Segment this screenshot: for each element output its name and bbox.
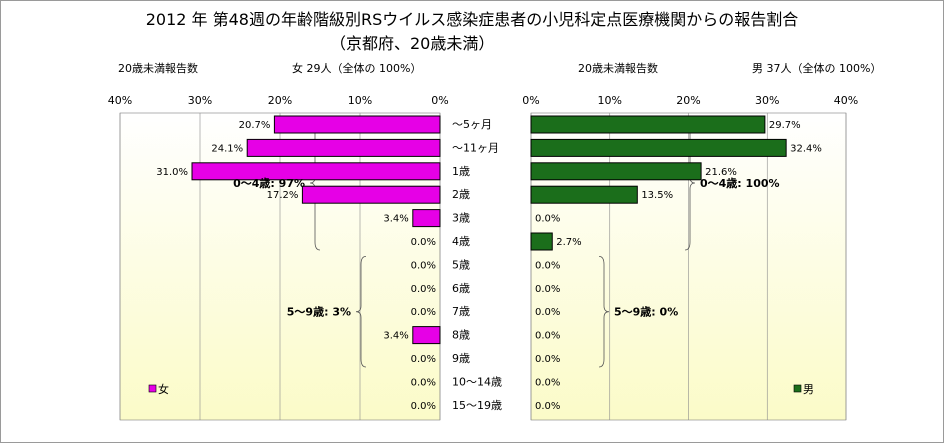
value-label-male: 0.0% — [535, 401, 560, 412]
annotation-male: 5～9歳: 0% — [614, 305, 678, 319]
bar-female — [301, 185, 441, 204]
category-label: 5歳 — [452, 258, 470, 271]
left-count-label: 20歳未満報告数 — [118, 62, 198, 75]
bar-male — [530, 115, 766, 134]
x-tick-label: 0% — [522, 94, 539, 107]
category-label: 4歳 — [452, 235, 470, 248]
left-count-summary: 女 29人（全体の 100%） — [292, 62, 422, 75]
value-label-female: 3.4% — [383, 331, 408, 342]
category-label: 8歳 — [452, 329, 470, 342]
value-label-male: 0.0% — [535, 377, 560, 388]
value-label-female: 0.0% — [411, 354, 436, 365]
bar-male — [530, 232, 553, 251]
value-label-female: 24.1% — [211, 143, 243, 154]
value-label-male: 0.0% — [535, 284, 560, 295]
value-label-female: 31.0% — [156, 167, 188, 178]
value-label-male: 2.7% — [556, 237, 581, 248]
category-label: 7歳 — [452, 305, 470, 318]
x-tick-label: 10% — [598, 94, 622, 107]
category-label: ～5ヶ月 — [452, 118, 492, 131]
bar-male — [530, 138, 787, 157]
bar-female — [191, 162, 441, 181]
value-label-male: 0.0% — [535, 260, 560, 271]
x-tick-label: 10% — [348, 94, 372, 107]
value-label-female: 0.0% — [411, 284, 436, 295]
right-count-summary: 男 37人（全体の 100%） — [752, 62, 882, 75]
x-tick-label: 0% — [431, 94, 448, 107]
legend-label-male: 男 — [803, 383, 814, 396]
x-tick-label: 20% — [268, 94, 292, 107]
x-tick-label: 40% — [108, 94, 132, 107]
annotation-male: 0～4歳: 100% — [700, 176, 780, 190]
value-label-female: 0.0% — [411, 307, 436, 318]
value-label-male: 13.5% — [641, 190, 673, 201]
category-label: 10～14歳 — [452, 375, 502, 388]
brace-female — [355, 256, 367, 368]
annotation-female: 0～4歳: 97% — [233, 176, 305, 190]
category-label: 1歳 — [452, 165, 470, 178]
brace-male — [598, 256, 610, 368]
bar-female — [273, 115, 441, 134]
bar-male — [530, 185, 638, 204]
x-tick-label: 20% — [676, 94, 700, 107]
x-tick-label: 40% — [834, 94, 858, 107]
category-label: 3歳 — [452, 212, 470, 225]
value-label-male: 29.7% — [769, 120, 801, 131]
value-label-female: 0.0% — [411, 237, 436, 248]
bar-male — [530, 162, 702, 181]
value-label-female: 3.4% — [383, 214, 408, 225]
category-label: 6歳 — [452, 282, 470, 295]
legend-label-female: 女 — [158, 382, 169, 396]
bar-female — [246, 138, 441, 157]
value-label-male: 0.0% — [535, 331, 560, 342]
category-label: ～11ヶ月 — [452, 141, 499, 154]
legend-swatch-male — [793, 384, 802, 393]
x-tick-label: 30% — [188, 94, 212, 107]
chart-subtitle: （京都府、20歳未満） — [330, 34, 495, 53]
value-label-female: 0.0% — [411, 260, 436, 271]
x-tick-label: 30% — [755, 94, 779, 107]
legend-swatch-female — [148, 384, 157, 393]
value-label-male: 32.4% — [790, 143, 822, 154]
annotation-female: 5～9歳: 3% — [287, 305, 351, 319]
value-label-female: 0.0% — [411, 377, 436, 388]
value-label-male: 0.0% — [535, 354, 560, 365]
value-label-female: 17.2% — [267, 190, 299, 201]
category-label: 15～19歳 — [452, 399, 502, 412]
value-label-male: 0.0% — [535, 214, 560, 225]
category-label: 9歳 — [452, 352, 470, 365]
category-label: 2歳 — [452, 188, 470, 201]
chart-title: 2012 年 第48週の年齢階級別RSウイルス感染症患者の小児科定点医療機関から… — [145, 10, 799, 29]
value-label-female: 20.7% — [239, 120, 271, 131]
right-count-label: 20歳未満報告数 — [578, 62, 658, 75]
bar-female — [412, 326, 441, 345]
value-label-female: 0.0% — [411, 401, 436, 412]
value-label-male: 0.0% — [535, 307, 560, 318]
bar-female — [412, 209, 441, 228]
value-label-male: 21.6% — [705, 167, 737, 178]
